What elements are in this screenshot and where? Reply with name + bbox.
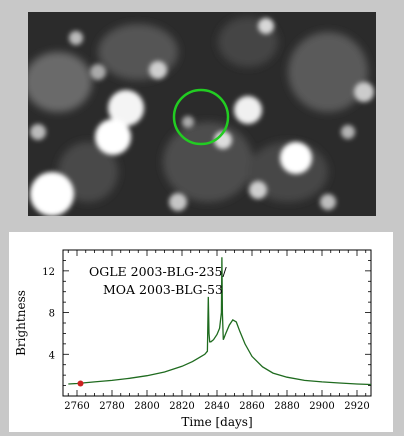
y-axis-label: Brightness bbox=[14, 290, 28, 356]
x-tick-label: 2840 bbox=[204, 401, 229, 412]
series-line-brightness bbox=[68, 257, 372, 386]
x-tick-label: 2820 bbox=[169, 401, 194, 412]
x-tick-label: 2900 bbox=[309, 401, 334, 412]
x-tick-label: 2780 bbox=[99, 401, 124, 412]
x-tick-label: 2760 bbox=[64, 401, 89, 412]
x-axis-label: Time [days] bbox=[181, 415, 252, 429]
annotation-line-2: MOA 2003-BLG-53 bbox=[103, 282, 223, 297]
y-tick-label: 8 bbox=[49, 309, 55, 320]
x-tick-label: 2920 bbox=[344, 401, 369, 412]
x-tick-label: 2800 bbox=[134, 401, 159, 412]
star-field-canvas bbox=[28, 12, 376, 216]
annotation-line-1: OGLE 2003-BLG-235/ bbox=[89, 264, 227, 279]
light-curve-chart: 2760 2780 2800 2820 2840 2860 2880 2900 2920 4 8 12… bbox=[9, 232, 393, 432]
target-circle-marker bbox=[172, 88, 230, 146]
x-tick-label: 2880 bbox=[274, 401, 299, 412]
star-field-image bbox=[28, 12, 376, 216]
x-tick-label: 2860 bbox=[239, 401, 264, 412]
data-point-marker bbox=[77, 380, 84, 387]
y-tick-label: 4 bbox=[49, 350, 55, 361]
light-curve-svg: 2760 2780 2800 2820 2840 2860 2880 2900 2920 4 8 12… bbox=[14, 249, 372, 429]
y-tick-label: 12 bbox=[42, 267, 55, 278]
